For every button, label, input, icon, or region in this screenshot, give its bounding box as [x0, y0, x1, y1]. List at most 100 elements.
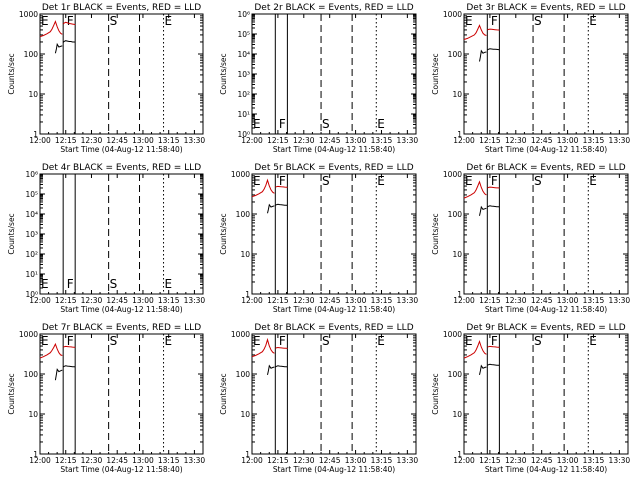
- panel-title: Det 4r BLACK = Events, RED = LLD: [42, 163, 201, 173]
- x-tick-label: 12:00: [29, 136, 51, 145]
- panel-2: Det 2r BLACK = Events, RED = LLD 12:00 12:…: [219, 3, 418, 154]
- marker-letter-f: F: [491, 14, 498, 28]
- x-tick-label: 13:30: [184, 296, 206, 305]
- x-tick-label: 12:30: [505, 136, 527, 145]
- panel-4: Det 4r BLACK = Events, RED = LLD 12:00 12:…: [7, 163, 205, 314]
- x-tick-label: 12:30: [81, 296, 103, 305]
- marker-letter-s: S: [322, 334, 330, 348]
- y-tick-label: 100: [448, 50, 463, 59]
- x-tick-label: 13:30: [609, 136, 631, 145]
- x-axis-label: Start Time (04-Aug-12 11:58:40): [60, 145, 182, 154]
- x-tick-label: 13:15: [583, 456, 605, 465]
- panel-1: Det 1r BLACK = Events, RED = LLD 12:00 12:…: [7, 3, 205, 154]
- y-tick-label: 10: [240, 250, 250, 259]
- series-lld-line: [39, 342, 63, 359]
- x-tick-label: 12:45: [319, 456, 341, 465]
- x-tick-label: 12:45: [106, 456, 128, 465]
- marker-letter-e: E: [41, 277, 49, 291]
- series-events-line: [486, 48, 500, 51]
- marker-letter-f: F: [491, 174, 498, 188]
- y-tick-label: 1000: [443, 170, 462, 179]
- panel-7: Det 7r BLACK = Events, RED = LLD 12:00 12:…: [7, 323, 205, 474]
- y-tick-label: 10²: [25, 250, 38, 259]
- series-events-line: [267, 203, 275, 214]
- y-tick-label: 10⁵: [25, 190, 38, 199]
- y-axis-label: Counts/sec: [7, 53, 16, 94]
- x-tick-label: 13:30: [184, 136, 206, 145]
- series-lld-line: [463, 24, 487, 40]
- x-tick-label: 12:45: [106, 296, 128, 305]
- marker-letter-f: F: [67, 334, 74, 348]
- x-tick-label: 13:30: [609, 296, 631, 305]
- x-axis-label: Start Time (04-Aug-12 11:58:40): [60, 465, 182, 474]
- x-tick-label: 12:00: [29, 456, 51, 465]
- y-tick-label: 1000: [443, 10, 462, 19]
- series-events-line: [275, 365, 288, 368]
- x-tick-label: 12:45: [531, 136, 553, 145]
- y-tick-label: 1: [457, 130, 462, 139]
- plot-frame: [251, 13, 417, 135]
- y-tick-label: 1000: [443, 330, 462, 339]
- y-tick-label: 100: [24, 50, 39, 59]
- panel-title: Det 5r BLACK = Events, RED = LLD: [254, 163, 413, 173]
- x-tick-label: 12:00: [241, 456, 263, 465]
- series-events-line: [267, 364, 275, 376]
- y-tick-label: 10¹: [25, 270, 38, 279]
- x-axis-label: Start Time (04-Aug-12 11:58:40): [60, 305, 182, 314]
- x-tick-label: 12:15: [55, 456, 77, 465]
- x-tick-label: 13:30: [397, 296, 419, 305]
- y-tick-label: 100: [448, 210, 463, 219]
- x-tick-label: 12:15: [267, 456, 289, 465]
- x-tick-label: 12:00: [453, 296, 475, 305]
- marker-letter-e: E: [377, 334, 385, 348]
- series-lld-line: [62, 21, 76, 26]
- marker-letter-e: E: [589, 14, 597, 28]
- x-tick-label: 13:15: [158, 136, 180, 145]
- panel-title: Det 1r BLACK = Events, RED = LLD: [42, 3, 201, 13]
- marker-letter-e: E: [377, 174, 385, 188]
- y-tick-label: 1000: [19, 10, 38, 19]
- y-tick-label: 100: [236, 210, 251, 219]
- y-tick-label: 1000: [231, 330, 250, 339]
- y-tick-label: 10⁴: [25, 210, 38, 219]
- panel-8: Det 8r BLACK = Events, RED = LLD 12:00 12:…: [219, 323, 418, 474]
- series-events-line: [275, 203, 288, 206]
- y-tick-label: 10⁰: [25, 290, 38, 299]
- x-tick-label: 13:15: [371, 456, 393, 465]
- marker-letter-e: E: [165, 334, 173, 348]
- x-tick-label: 12:45: [319, 296, 341, 305]
- plot-frame: [39, 173, 204, 295]
- x-tick-label: 12:00: [241, 296, 263, 305]
- series-events-line: [62, 40, 76, 43]
- x-tick-label: 12:00: [29, 296, 51, 305]
- marker-letter-e: E: [41, 14, 49, 28]
- x-axis-label: Start Time (04-Aug-12 11:58:40): [273, 145, 395, 154]
- y-axis-label: Counts/sec: [219, 373, 228, 414]
- y-tick-label: 10: [28, 410, 38, 419]
- plot-frame: [39, 13, 204, 135]
- panel-title: Det 7r BLACK = Events, RED = LLD: [42, 323, 201, 333]
- x-tick-label: 13:30: [184, 456, 206, 465]
- marker-letter-s: S: [110, 277, 118, 291]
- marker-letter-s: S: [534, 334, 542, 348]
- series-lld-line: [463, 339, 487, 359]
- panel-title: Det 9r BLACK = Events, RED = LLD: [466, 323, 625, 333]
- y-tick-label: 10: [240, 410, 250, 419]
- panel-title: Det 2r BLACK = Events, RED = LLD: [254, 3, 413, 13]
- x-tick-label: 13:30: [397, 136, 419, 145]
- marker-letter-s: S: [322, 117, 330, 131]
- marker-letter-s: S: [110, 14, 118, 28]
- x-tick-label: 12:45: [319, 136, 341, 145]
- series-events-line: [479, 364, 487, 376]
- panel-6: Det 6r BLACK = Events, RED = LLD 12:00 12:…: [431, 163, 630, 314]
- x-axis-label: Start Time (04-Aug-12 11:58:40): [485, 305, 607, 314]
- x-tick-label: 12:45: [531, 456, 553, 465]
- x-tick-label: 12:30: [505, 296, 527, 305]
- series-lld-line: [275, 346, 288, 349]
- y-tick-label: 10³: [237, 70, 250, 79]
- x-tick-label: 12:15: [479, 296, 501, 305]
- x-tick-label: 13:00: [345, 136, 367, 145]
- panel-title: Det 3r BLACK = Events, RED = LLD: [466, 3, 625, 13]
